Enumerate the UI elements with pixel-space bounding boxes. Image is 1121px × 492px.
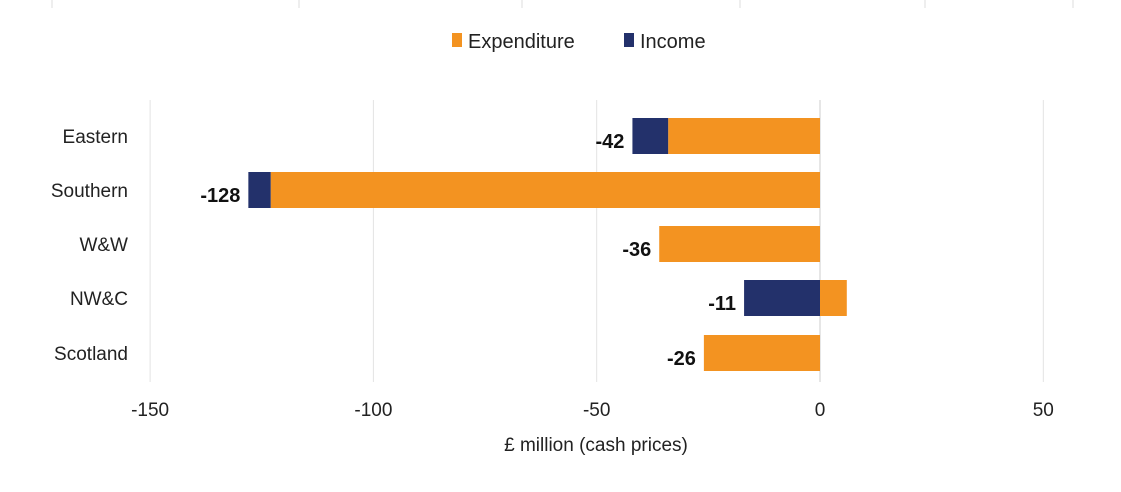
bar-expenditure [668,118,820,154]
data-label: -11 [708,293,736,315]
data-label: -36 [622,239,651,261]
category-label: Eastern [63,127,128,148]
legend-swatch-expenditure [452,33,462,47]
bar-income [632,118,669,154]
category-label: W&W [79,235,128,256]
x-tick-label: 0 [815,400,826,421]
legend-label-expenditure: Expenditure [468,31,575,53]
category-label: Southern [51,181,128,202]
bar-expenditure [703,335,820,371]
legend-label-income: Income [640,31,706,53]
x-axis-label: £ million (cash prices) [504,435,688,456]
bars [248,118,847,371]
bar-expenditure [820,280,847,316]
previous-table-borders [51,0,1074,8]
x-tick-label: 50 [1033,400,1054,421]
data-label: -26 [667,348,696,370]
x-tick-label: -50 [583,400,610,421]
category-label: NW&C [70,289,128,310]
data-label: -128 [200,185,240,207]
category-labels: Eastern Southern W&W NW&C Scotland [51,127,128,365]
bar-expenditure [270,172,820,208]
x-tick-label: -100 [354,400,392,421]
legend: Expenditure Income [452,31,706,53]
bar-income [744,280,820,316]
data-labels: -42 -128 -36 -11 -26 [200,131,736,370]
data-label: -42 [596,131,625,153]
x-axis-ticks: -150 -100 -50 0 50 [131,400,1054,421]
category-label: Scotland [54,344,128,365]
bar-income [248,172,271,208]
x-tick-label: -150 [131,400,169,421]
bar-expenditure [659,226,820,262]
legend-swatch-income [624,33,634,47]
